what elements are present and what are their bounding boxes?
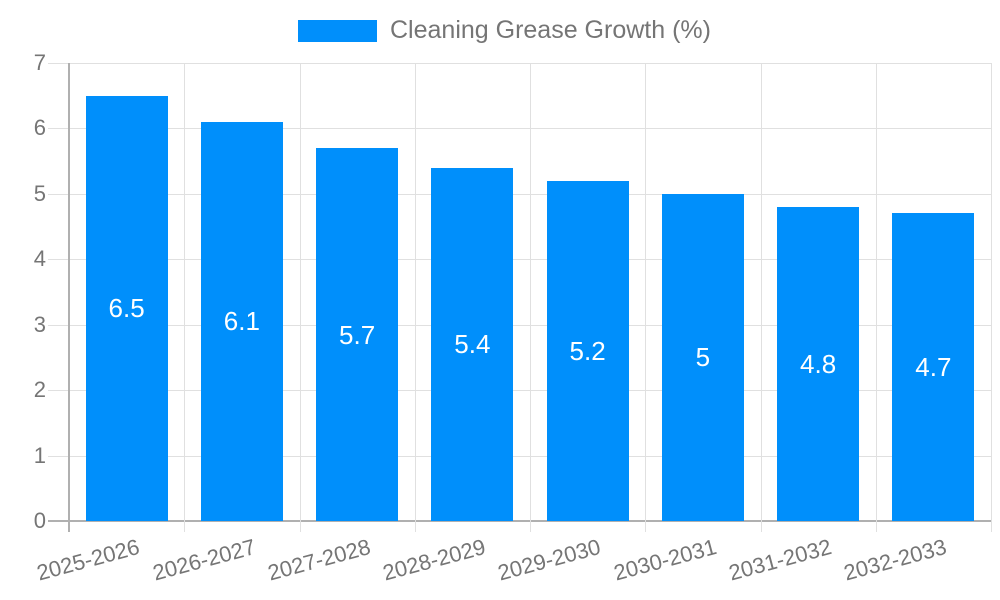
x-axis-tick-label: 2025-2026 [34,534,143,586]
bar[interactable] [661,193,744,521]
bar[interactable] [892,213,975,521]
legend-color-swatch [298,19,377,42]
h-gridline [48,455,991,457]
x-axis-tick-label: 2030-2031 [610,534,719,586]
y-axis-tick-label: 3 [33,311,46,337]
bar[interactable] [546,180,629,521]
v-gridline [530,63,531,532]
x-axis-tick-label: 2029-2030 [495,534,604,586]
v-gridline [875,63,877,532]
bar-value-label: 4.8 [800,348,837,379]
h-gridline [48,63,991,64]
v-gridline [760,63,762,532]
bar-value-label: 4.7 [915,352,952,383]
bar[interactable] [777,206,860,521]
bar-value-label: 5.4 [454,329,491,360]
bar[interactable] [431,167,514,521]
y-axis-tick-label: 7 [33,50,46,75]
v-gridline [414,63,416,532]
x-axis-tick-label: 2031-2032 [725,534,835,586]
x-axis-tick-label: 2032-2033 [841,534,950,586]
h-gridline [48,193,991,195]
bar-value-label: 6.1 [223,306,260,337]
x-axis-tick-label: 2027-2028 [264,534,374,586]
v-gridline [645,63,647,532]
y-axis-tick-label: 5 [33,180,46,206]
y-axis-line [68,63,70,532]
v-gridline [991,63,992,532]
v-gridline [184,63,186,532]
bar-value-label: 6.5 [108,293,145,324]
h-gridline [48,390,991,392]
h-gridline [48,128,991,130]
v-gridline [299,63,301,532]
x-axis-tick-label: 2028-2029 [380,534,489,586]
bar-value-label: 5 [695,342,711,373]
bar[interactable] [316,148,399,521]
y-axis-tick-label: 4 [33,246,46,272]
y-axis-tick-label: 2 [33,377,46,403]
y-axis-tick-label: 1 [33,442,46,468]
y-axis-tick-label: 6 [33,115,46,141]
bar-value-label: 5.7 [339,319,376,350]
x-axis-line [48,520,991,522]
h-gridline [48,259,991,261]
x-axis-tick-label: 2026-2027 [149,534,258,586]
bar-value-label: 5.2 [569,335,606,366]
bar[interactable] [200,121,283,521]
legend-label: Cleaning Grease Growth (%) [390,16,711,44]
y-axis-tick-label: 0 [33,508,46,533]
h-gridline [48,324,991,326]
legend-item[interactable]: Cleaning Grease Growth (%) [298,16,711,45]
bar[interactable] [85,95,168,521]
